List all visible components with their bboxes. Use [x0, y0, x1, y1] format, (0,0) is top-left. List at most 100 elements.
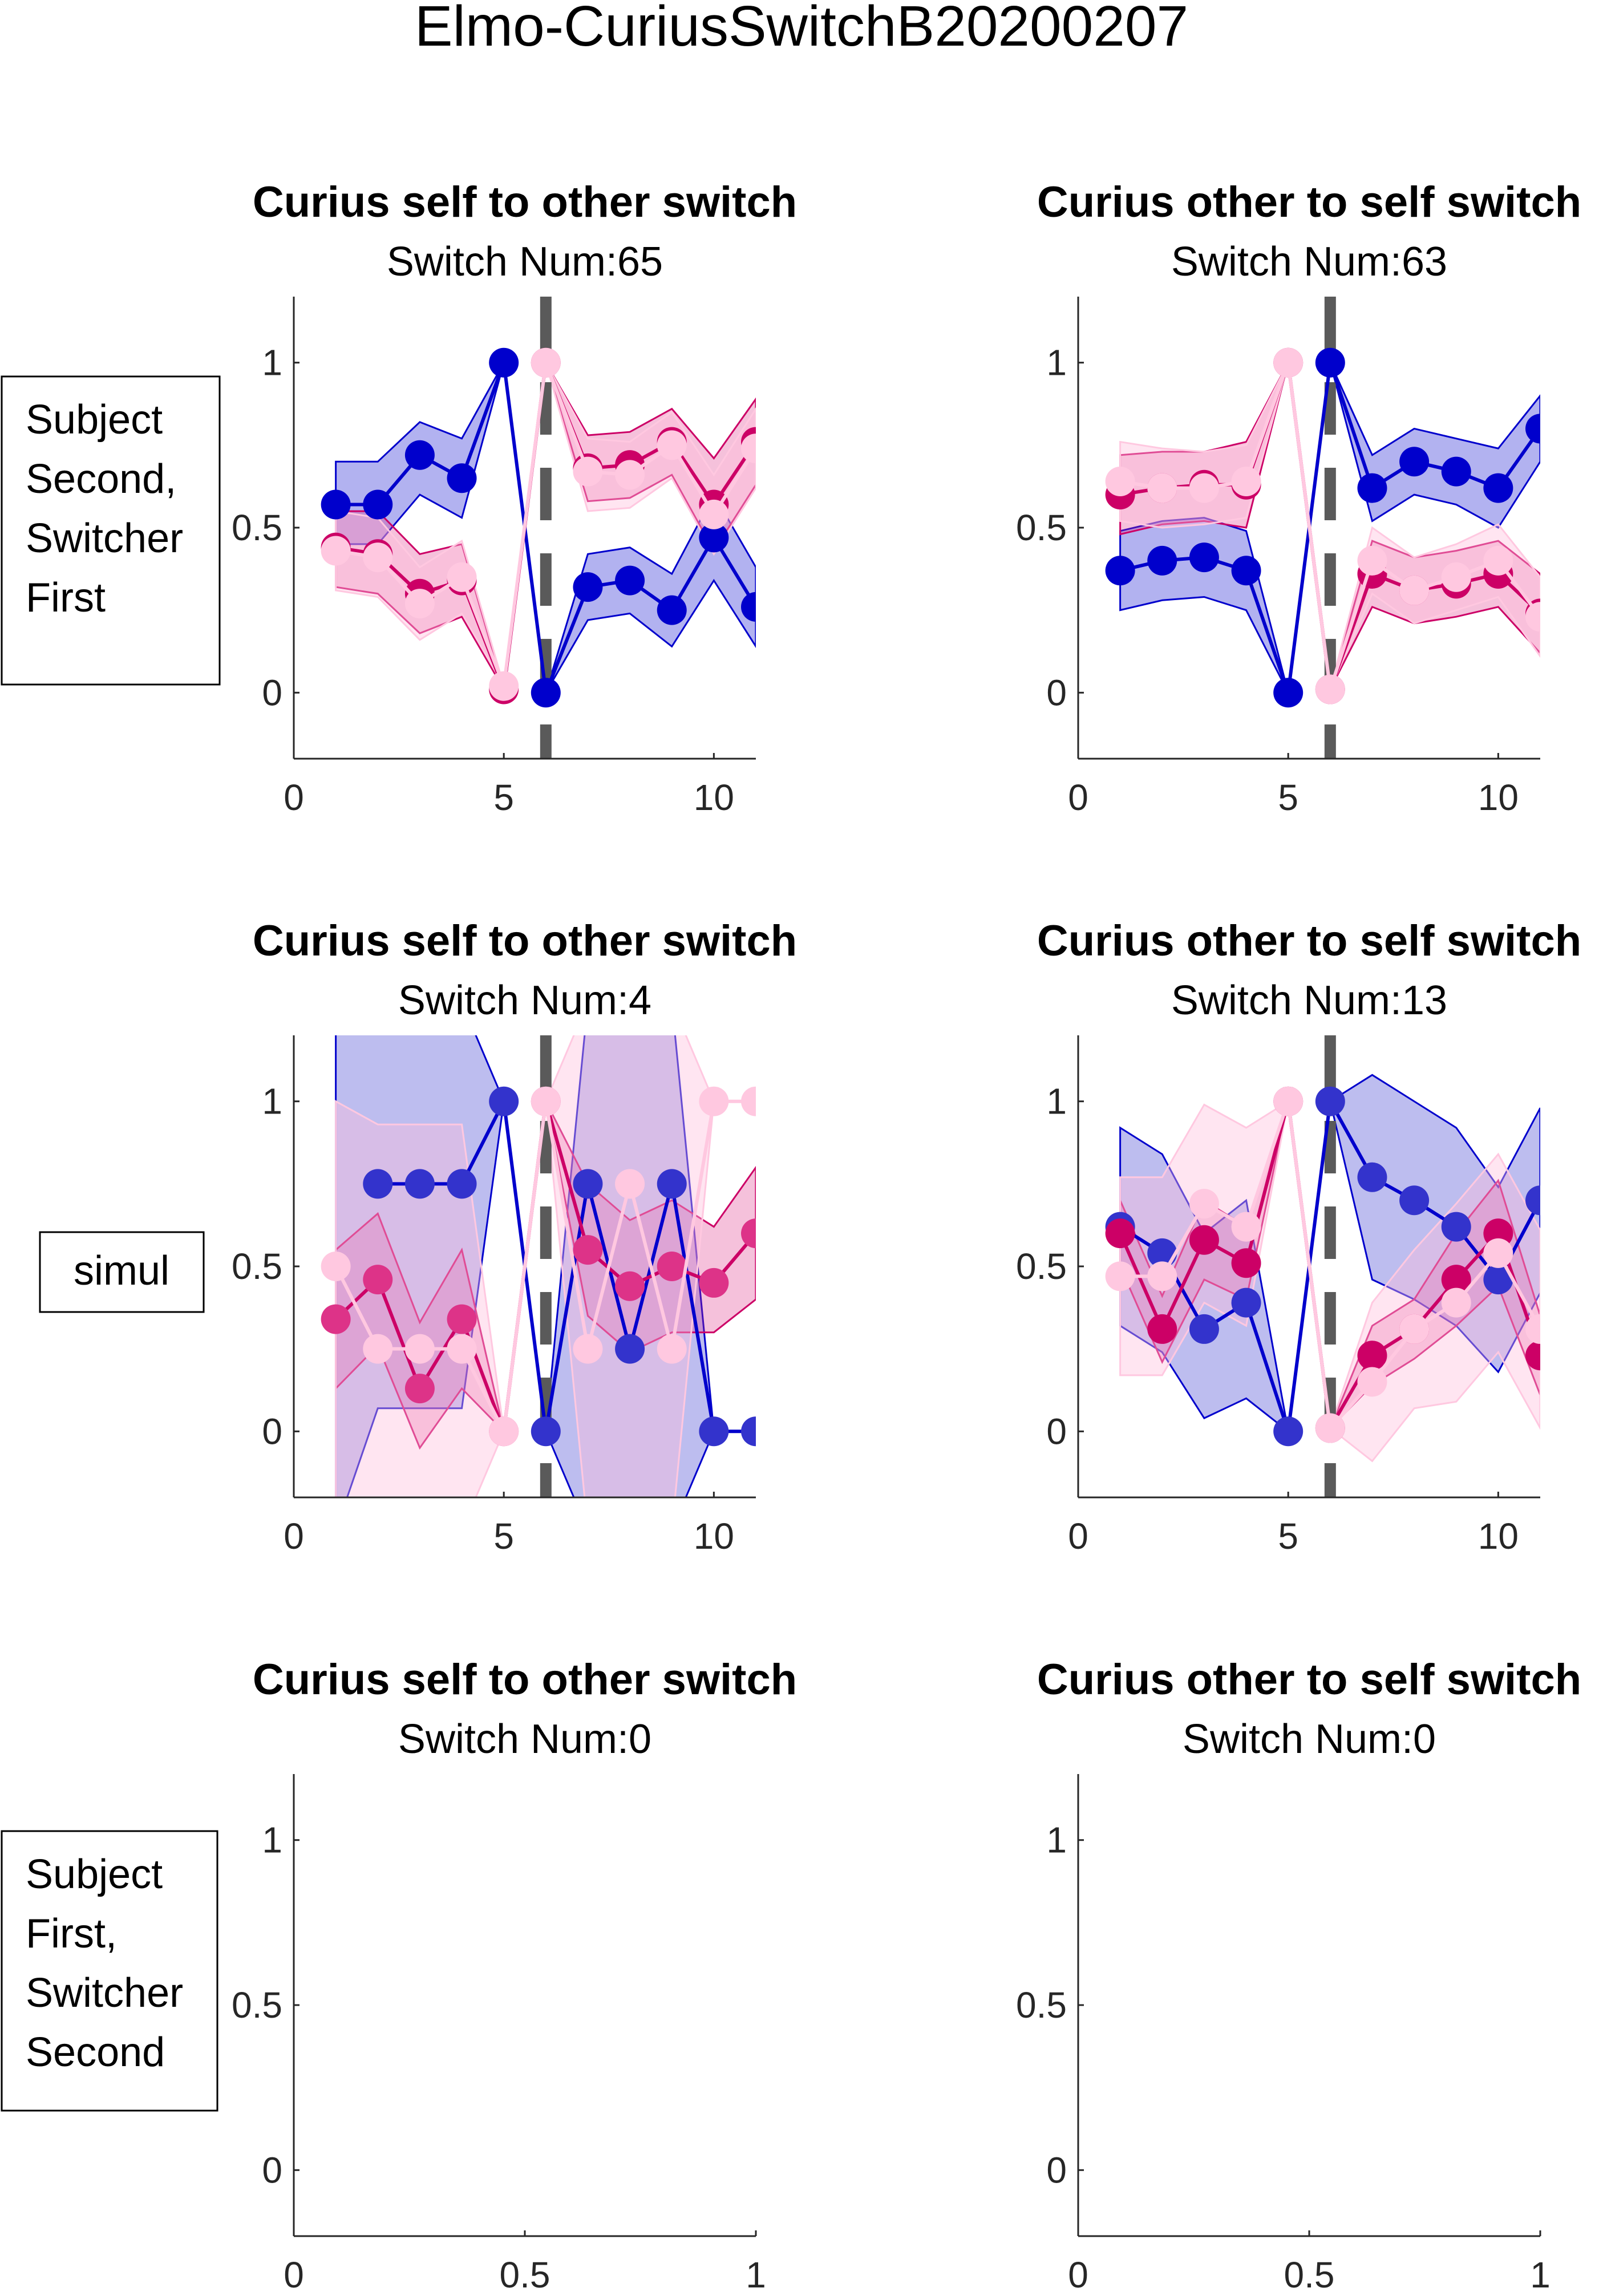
data-point [1441, 562, 1471, 592]
confidence-band [335, 359, 756, 689]
data-point [404, 1374, 435, 1404]
data-point [1147, 1261, 1177, 1291]
y-tick-label: 0 [262, 672, 282, 713]
panels: Curius self to other switch Switch Num:65… [232, 178, 1581, 2295]
x-tick-label: 10 [1478, 777, 1519, 818]
chart-subtitle: Switch Num:4 [398, 978, 651, 1023]
series-line [378, 1095, 756, 1434]
confidence-band [1119, 359, 1540, 693]
data-point [363, 1265, 393, 1295]
x-tick-label: 5 [1278, 777, 1298, 818]
chart-panel: Curius self to other switch Switch Num:0 0… [232, 1655, 797, 2295]
confidence-band [1119, 359, 1540, 696]
chart-title: Curius self to other switch [253, 1655, 797, 1704]
y-tick-label: 0.5 [1016, 507, 1067, 548]
data-point [531, 678, 561, 708]
data-point [699, 523, 729, 553]
data-point [489, 671, 519, 701]
x-tick-label: 0 [284, 1516, 304, 1557]
data-point [1231, 1212, 1261, 1242]
x-tick-label: 0.5 [500, 2254, 550, 2295]
chart-panel: Curius other to self switch Switch Num:13… [1016, 917, 1581, 1557]
data-point [1357, 1341, 1387, 1371]
y-tick-label: 0.5 [232, 1246, 282, 1287]
data-point [1231, 467, 1261, 496]
data-point [1273, 1086, 1304, 1116]
data-point [363, 1334, 393, 1364]
x-tick-label: 10 [1478, 1516, 1519, 1557]
data-point [1357, 545, 1387, 576]
confidence-band [335, 1098, 756, 1450]
data-point [1189, 1314, 1219, 1344]
data-point [741, 1416, 756, 1447]
chart-panel: Curius other to self switch Switch Num:0 0… [1016, 1655, 1581, 2295]
figure-title: Elmo-CuriusSwitchB20200207 [415, 0, 1188, 58]
x-tick-label: 0 [1068, 777, 1088, 818]
data-point [1189, 473, 1219, 503]
y-tick-label: 1 [1046, 342, 1067, 383]
data-point [1105, 1261, 1135, 1291]
x-tick-label: 0 [284, 777, 304, 818]
y-tick-label: 0 [1046, 2149, 1067, 2190]
data-point [1315, 674, 1345, 704]
confidence-band [1119, 1100, 1540, 1463]
y-tick-label: 0 [1046, 1411, 1067, 1452]
row-label-frame [1, 375, 221, 686]
data-point [1189, 542, 1219, 573]
data-point [657, 1169, 687, 1199]
row-label-box: simul [39, 1231, 205, 1313]
row-label-box: Subject Second, Switcher First [1, 375, 221, 686]
data-point [447, 562, 477, 592]
plot-area [1105, 297, 1540, 759]
plot-area [321, 1035, 756, 1497]
y-tick-label: 1 [1046, 1081, 1067, 1122]
data-point [699, 499, 729, 529]
data-point [1147, 1314, 1177, 1344]
chart-title: Curius other to self switch [1037, 178, 1581, 226]
data-point [1273, 1416, 1304, 1447]
data-point [1189, 1225, 1219, 1255]
data-point [1357, 473, 1387, 503]
y-tick-label: 1 [262, 1081, 282, 1122]
data-point [321, 1304, 351, 1334]
chart-subtitle: Switch Num:0 [1183, 1716, 1436, 1762]
chart-title: Curius other to self switch [1037, 1655, 1581, 1704]
x-tick-label: 1 [746, 2254, 766, 2295]
data-point [1483, 1265, 1513, 1295]
row-label-line: Subject [26, 1852, 163, 1897]
x-tick-label: 10 [694, 777, 734, 818]
data-point [404, 1169, 435, 1199]
data-point [1441, 1212, 1471, 1242]
chart-panel: Curius other to self switch Switch Num:63… [1016, 178, 1581, 818]
data-point [1231, 1287, 1261, 1318]
chart-panel: Curius self to other switch Switch Num:4 0… [232, 917, 797, 1557]
data-point [1147, 473, 1177, 503]
y-tick-label: 0.5 [1016, 1985, 1067, 2026]
data-point [321, 1252, 351, 1281]
data-point [1231, 556, 1261, 586]
x-tick-label: 5 [493, 777, 514, 818]
data-point [573, 1235, 603, 1265]
chart-title: Curius self to other switch [253, 178, 797, 226]
row-label-box: Subject First, Switcher Second [1, 1830, 218, 2112]
data-point [1441, 1265, 1471, 1295]
data-point [573, 456, 603, 487]
x-tick-label: 0 [1068, 1516, 1088, 1557]
chart-subtitle: Switch Num:63 [1171, 239, 1447, 285]
data-point [1105, 1218, 1135, 1249]
row-label-line: Subject [26, 397, 163, 443]
data-point [1105, 467, 1135, 496]
data-point [1273, 347, 1304, 378]
confidence-band [1119, 1074, 1540, 1434]
row-label-line: Second, [26, 456, 176, 502]
data-point [573, 572, 603, 602]
data-point [1525, 1314, 1540, 1344]
data-point [531, 1086, 561, 1116]
confidence-band [335, 359, 756, 695]
x-tick-label: 5 [1278, 1516, 1298, 1557]
chart-title: Curius self to other switch [253, 917, 797, 965]
row-label-line: Second [26, 2030, 165, 2075]
row-label-line: Switcher [26, 1970, 183, 2016]
row-labels: Subject Second, Switcher First simul Subject F… [1, 375, 221, 2112]
